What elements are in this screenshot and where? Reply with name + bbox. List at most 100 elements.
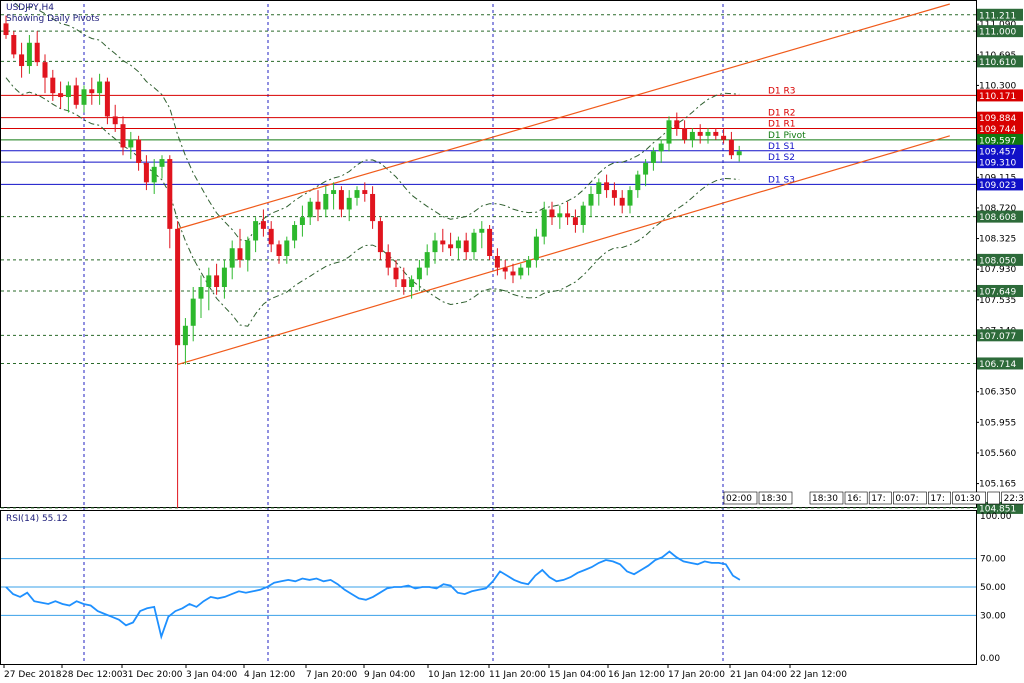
time-tag-box	[987, 491, 1000, 505]
candle-body	[713, 131, 719, 136]
candle-body	[120, 124, 126, 148]
candle-body	[331, 190, 337, 194]
candle-body	[393, 267, 399, 280]
price-tag-label: 111.000	[979, 28, 1016, 38]
candle-body	[533, 236, 539, 260]
price-tick-label: 105.165	[979, 480, 1016, 490]
candle-body	[416, 267, 422, 280]
time-tag-label: 01:30	[955, 494, 981, 504]
price-tick-label: 107.535	[979, 296, 1016, 306]
candle-body	[143, 162, 149, 183]
candle-body	[42, 62, 48, 78]
price-tag	[977, 133, 1023, 146]
candle-body	[97, 81, 103, 94]
candle-body	[736, 151, 742, 156]
price-tag-label: 106.714	[979, 360, 1016, 370]
time-tick-label: 10 Jan 12:00	[428, 670, 485, 680]
pivot-level-label: D1 S1	[768, 142, 795, 152]
price-tag-label: 109.023	[979, 181, 1016, 191]
rsi-label: RSI(14) 55.12	[6, 514, 68, 524]
time-tick-label: 22 Jan 12:00	[790, 670, 847, 680]
time-tick-label: 11 Jan 20:00	[489, 670, 546, 680]
candle-body	[510, 271, 516, 276]
candle-body	[526, 259, 532, 268]
candle-body	[26, 42, 32, 67]
candle-body	[237, 248, 243, 260]
candle-body	[674, 120, 680, 129]
time-tick-label: 21 Jan 04:00	[730, 670, 787, 680]
price-tick-label: 106.350	[979, 388, 1016, 398]
channel-upper-line	[177, 3, 950, 230]
price-tag-label: 109.310	[979, 159, 1016, 169]
candle-body	[299, 217, 305, 225]
pivot-level-label: D1 R2	[768, 109, 796, 119]
candle-body	[619, 197, 625, 206]
time-tag-box	[809, 491, 844, 505]
time-tick-label: 16 Jan 12:00	[608, 670, 665, 680]
price-tick-label: 109.115	[979, 173, 1016, 183]
price-tag-label: 107.077	[979, 332, 1016, 342]
candle-body	[588, 193, 594, 206]
rsi-tick-label: 100.00	[980, 512, 1012, 522]
time-tick-label: 9 Jan 04:00	[364, 670, 416, 680]
price-tag-label: 109.884	[979, 114, 1016, 124]
candle-body	[362, 190, 368, 194]
candle-body	[432, 240, 438, 253]
candle-body	[284, 240, 290, 256]
candle-body	[11, 35, 17, 55]
chart-symbol-title: USDJPY,H4	[6, 3, 54, 13]
candle-body	[268, 228, 274, 245]
candle-body	[440, 240, 446, 245]
rsi-line	[5, 550, 741, 640]
candle-body	[658, 143, 664, 152]
pivot-info-text: Showing Daily Pivots	[6, 14, 100, 24]
candle-body	[198, 287, 204, 299]
price-tag-label: 109.457	[979, 147, 1016, 157]
candle-body	[221, 267, 227, 288]
candle-body	[65, 85, 71, 98]
candle-body	[50, 77, 56, 94]
candle-body	[245, 240, 251, 260]
rsi-tick-label: 70.00	[980, 555, 1006, 565]
candle-body	[596, 182, 602, 194]
pivot-level-label: D1 S3	[768, 175, 795, 185]
candle-body	[682, 128, 688, 140]
candle-body	[557, 213, 563, 218]
candle-body	[494, 256, 500, 268]
rsi-panel: 100.00 70.00 50.00 30.00 0.00	[0, 510, 1012, 665]
candle-body	[385, 252, 391, 268]
time-tag-box	[868, 491, 892, 505]
candle-body	[151, 166, 157, 183]
price-tick-label: 108.720	[979, 204, 1016, 214]
pivot-level-label: D1 R1	[768, 120, 796, 130]
rsi-tick-label: 50.00	[980, 583, 1006, 593]
candle-body	[650, 151, 656, 163]
candle-body	[190, 298, 196, 326]
time-tag-label: 02:00	[726, 494, 752, 504]
price-tick-label: 107.930	[979, 265, 1016, 275]
candle-body	[697, 131, 703, 136]
candle-body	[167, 159, 173, 229]
pivot-level-label: D1 S2	[768, 153, 795, 163]
time-tick-label: 15 Jan 04:00	[549, 670, 606, 680]
candle-body	[323, 193, 329, 210]
candle-body	[175, 228, 181, 346]
time-tag-box	[952, 491, 986, 505]
time-tag-box	[723, 491, 758, 505]
price-tag-label: 110.171	[979, 92, 1016, 102]
time-tag-label: 0:07:	[895, 494, 918, 504]
price-panel: 111.090110.695110.300109.115108.720108.3…	[0, 0, 1024, 664]
time-tag-box	[928, 491, 951, 505]
candle-body	[3, 23, 9, 36]
time-tag-label: 16:	[847, 494, 861, 504]
candle-body	[338, 190, 344, 210]
candle-body	[409, 279, 415, 288]
candle-body	[81, 89, 87, 105]
candle-body	[424, 252, 430, 268]
candle-body	[276, 244, 282, 256]
candle-body	[463, 240, 469, 253]
time-tag-label: 18:30	[761, 494, 787, 504]
candle-body	[292, 224, 298, 241]
time-tick-label: 27 Dec 2018	[4, 670, 62, 680]
